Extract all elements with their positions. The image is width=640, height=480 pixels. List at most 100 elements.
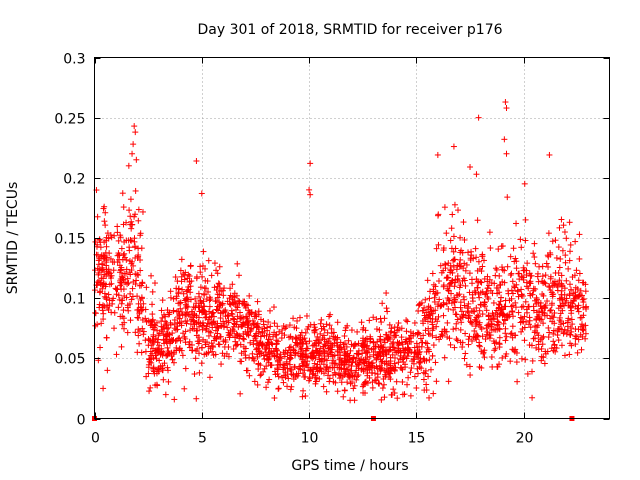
data-point bbox=[485, 295, 492, 302]
data-point bbox=[387, 329, 394, 336]
data-point bbox=[135, 326, 142, 333]
data-point bbox=[214, 303, 221, 310]
data-point bbox=[527, 290, 534, 297]
data-point bbox=[182, 335, 189, 342]
data-point bbox=[255, 308, 262, 315]
data-point bbox=[138, 349, 145, 356]
data-point bbox=[504, 263, 511, 270]
data-point bbox=[561, 302, 568, 309]
data-point bbox=[440, 267, 447, 274]
data-point bbox=[436, 296, 443, 303]
data-point bbox=[577, 287, 584, 294]
data-point bbox=[200, 298, 207, 305]
data-point bbox=[495, 246, 502, 253]
data-point bbox=[513, 359, 520, 366]
data-point bbox=[457, 234, 464, 241]
data-point bbox=[386, 321, 393, 328]
data-point bbox=[177, 299, 184, 306]
data-point bbox=[232, 338, 239, 345]
data-point bbox=[129, 150, 136, 157]
data-point bbox=[499, 266, 506, 273]
data-point bbox=[255, 342, 262, 349]
data-point bbox=[506, 297, 513, 304]
data-point bbox=[107, 255, 114, 262]
data-point bbox=[472, 323, 479, 330]
data-point bbox=[546, 329, 553, 336]
data-point bbox=[202, 265, 209, 272]
data-point bbox=[509, 313, 516, 320]
data-point bbox=[558, 342, 565, 349]
data-point bbox=[321, 356, 328, 363]
data-point bbox=[186, 273, 193, 280]
data-point bbox=[239, 300, 246, 307]
data-point bbox=[451, 344, 458, 351]
data-point bbox=[324, 363, 331, 370]
data-point bbox=[413, 384, 420, 391]
data-point bbox=[151, 370, 158, 377]
data-point bbox=[432, 359, 439, 366]
data-point bbox=[474, 312, 481, 319]
data-point bbox=[189, 325, 196, 332]
x-tick-label: 15 bbox=[408, 431, 426, 447]
data-point bbox=[491, 340, 498, 347]
data-point bbox=[97, 244, 104, 251]
data-point bbox=[106, 281, 113, 288]
data-point bbox=[510, 245, 517, 252]
data-point bbox=[402, 364, 409, 371]
data-point bbox=[459, 277, 466, 284]
data-point bbox=[457, 304, 464, 311]
data-point bbox=[383, 290, 390, 297]
data-point bbox=[191, 310, 198, 317]
data-point bbox=[172, 274, 179, 281]
data-point bbox=[380, 353, 387, 360]
data-point bbox=[481, 354, 488, 361]
data-point bbox=[561, 285, 568, 292]
data-point bbox=[191, 371, 198, 378]
data-point bbox=[147, 322, 154, 329]
data-point bbox=[381, 394, 388, 401]
data-point bbox=[202, 285, 209, 292]
data-point bbox=[300, 358, 307, 365]
data-point bbox=[555, 244, 562, 251]
data-point bbox=[274, 350, 281, 357]
data-point bbox=[569, 321, 576, 328]
data-point bbox=[240, 343, 247, 350]
data-point bbox=[287, 386, 294, 393]
data-point bbox=[257, 333, 264, 340]
data-point bbox=[102, 249, 109, 256]
data-point bbox=[325, 353, 332, 360]
data-point bbox=[307, 160, 314, 167]
data-point bbox=[282, 369, 289, 376]
data-point bbox=[300, 363, 307, 370]
data-point bbox=[546, 151, 553, 158]
data-point bbox=[117, 276, 124, 283]
data-point bbox=[557, 255, 564, 262]
data-point bbox=[148, 272, 155, 279]
data-point bbox=[96, 236, 103, 243]
data-point bbox=[550, 347, 557, 354]
data-point bbox=[135, 300, 142, 307]
data-point bbox=[218, 361, 225, 368]
data-point bbox=[99, 260, 106, 267]
data-point bbox=[358, 319, 365, 326]
data-point bbox=[549, 282, 556, 289]
data-point bbox=[390, 344, 397, 351]
data-point bbox=[468, 248, 475, 255]
data-point bbox=[448, 290, 455, 297]
data-point bbox=[523, 318, 530, 325]
data-point bbox=[225, 312, 232, 319]
data-point bbox=[288, 366, 295, 373]
data-point bbox=[528, 272, 535, 279]
data-point bbox=[579, 296, 586, 303]
data-point bbox=[407, 332, 414, 339]
data-point bbox=[443, 300, 450, 307]
data-point bbox=[566, 331, 573, 338]
data-point bbox=[538, 353, 545, 360]
data-point bbox=[561, 352, 568, 359]
data-point bbox=[485, 312, 492, 319]
data-point bbox=[489, 316, 496, 323]
data-point bbox=[454, 316, 461, 323]
data-point bbox=[213, 306, 220, 313]
data-point bbox=[281, 332, 288, 339]
data-point bbox=[100, 281, 107, 288]
